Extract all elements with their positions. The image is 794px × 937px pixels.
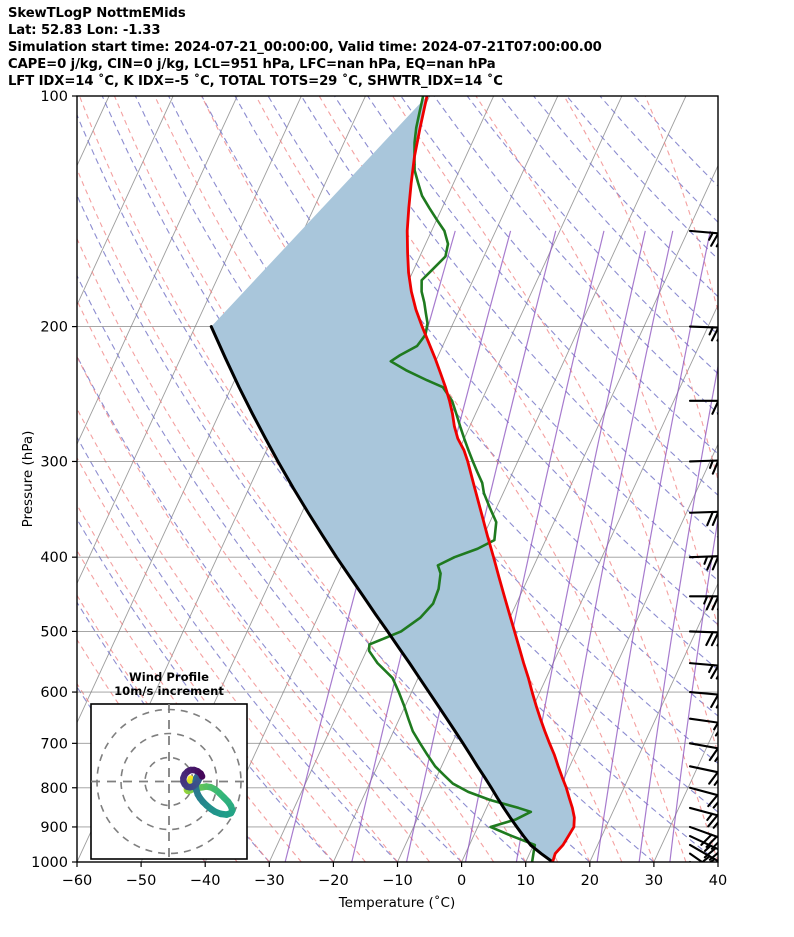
x-tick-label: −40 <box>190 873 221 889</box>
hodograph-trace <box>180 766 236 818</box>
isotherm <box>268 96 623 862</box>
y-tick-label: 200 <box>40 320 68 336</box>
x-tick-label: −10 <box>382 873 413 889</box>
isotherm <box>717 860 718 862</box>
wind-barb <box>688 852 704 862</box>
x-axis-label: Temperature (˚C) <box>338 894 456 911</box>
dry-adiabat <box>300 96 718 582</box>
y-tick-label: 800 <box>40 781 68 797</box>
temperature-line <box>405 96 576 862</box>
x-tick-label: 30 <box>645 873 663 889</box>
y-tick-label: 500 <box>40 624 68 640</box>
moist-adiabat <box>77 407 398 862</box>
dry-adiabat <box>201 96 718 717</box>
moist-adiabat <box>77 299 463 862</box>
moist-adiabat <box>77 355 430 862</box>
moist-adiabat <box>77 456 366 862</box>
moist-adiabat <box>77 503 334 862</box>
parcel-path-line <box>209 325 555 862</box>
wind-barb <box>688 825 718 850</box>
wind-barbs <box>688 229 718 862</box>
wind-barb <box>688 835 718 861</box>
mixing-ratio-line <box>638 363 718 862</box>
dry-adiabat <box>77 274 527 862</box>
parcel-line <box>209 325 555 862</box>
y-tick-label: 700 <box>40 736 68 752</box>
x-tick-label: −30 <box>254 873 285 889</box>
temperature-profile-line <box>405 96 576 862</box>
y-tick-label: 600 <box>40 685 68 701</box>
cape-shading <box>211 96 575 862</box>
dry-adiabat <box>334 96 718 539</box>
temperature-axis-ticks: −60 −50 −40 −30 −20 −10 0 10 20 30 40 <box>62 862 727 889</box>
hodograph-title-line2: 10m/s increment <box>114 684 224 698</box>
x-tick-label: 40 <box>709 873 727 889</box>
isotherm <box>782 96 794 862</box>
isotherm <box>653 721 718 862</box>
mixing-ratio-line <box>596 230 711 862</box>
isotherm <box>77 96 302 585</box>
moist-adiabat <box>475 96 718 629</box>
moist-adiabat <box>255 96 687 862</box>
dry-adiabat <box>77 355 462 862</box>
moist-adiabat <box>77 237 495 862</box>
wind-barb <box>688 843 718 862</box>
isotherm <box>589 582 718 862</box>
title-line-indices: LFT IDX=14 ˚C, K IDX=-5 ˚C, TOTAL TOTS=2… <box>8 74 503 89</box>
y-tick-label: 100 <box>40 89 68 105</box>
dry-adiabat <box>400 96 718 455</box>
dewpoint-line <box>367 96 537 862</box>
title-line-cape: CAPE=0 j/kg, CIN=0 j/kg, LCL=951 hPa, LF… <box>8 57 496 72</box>
x-tick-label: −50 <box>126 873 157 889</box>
moist-adiabat <box>77 167 527 862</box>
y-axis-label: Pressure (hPa) <box>20 431 36 528</box>
x-tick-label: −20 <box>318 873 349 889</box>
moist-adiabat <box>77 638 238 862</box>
title-line-name: SkewTLogP NottmEMids <box>8 6 186 21</box>
hodograph-ring <box>120 732 218 831</box>
title-line-latlon: Lat: 52.83 Lon: -1.33 <box>8 23 161 38</box>
isotherm <box>77 96 366 724</box>
hodograph-segment <box>197 770 206 780</box>
y-tick-label: 900 <box>40 820 68 836</box>
profile-shaded-area <box>211 96 575 862</box>
dry-adiabat <box>77 518 334 862</box>
x-tick-label: −60 <box>62 873 93 889</box>
moist-adiabat <box>318 96 718 862</box>
x-tick-label: 20 <box>581 873 599 889</box>
y-tick-label: 1000 <box>31 855 68 871</box>
x-tick-label: 0 <box>457 873 466 889</box>
hodograph-title-line1: Wind Profile <box>129 670 209 684</box>
dewpoint-profile-line <box>367 96 537 862</box>
dry-adiabat <box>77 436 398 862</box>
pressure-axis-ticks: 100 200 300 400 500 600 700 800 900 1000 <box>31 89 77 871</box>
mixing-ratio-line <box>669 515 718 862</box>
wind-barb <box>688 595 718 611</box>
y-tick-label: 300 <box>40 454 68 470</box>
title-line-times: Simulation start time: 2024-07-21_00:00:… <box>8 40 602 55</box>
isotherm <box>77 96 238 446</box>
isobar-lines <box>77 96 718 862</box>
x-tick-label: 10 <box>516 873 534 889</box>
y-tick-label: 400 <box>40 550 68 566</box>
hodograph-inset: Wind Profile 10m/s increment <box>90 670 248 860</box>
